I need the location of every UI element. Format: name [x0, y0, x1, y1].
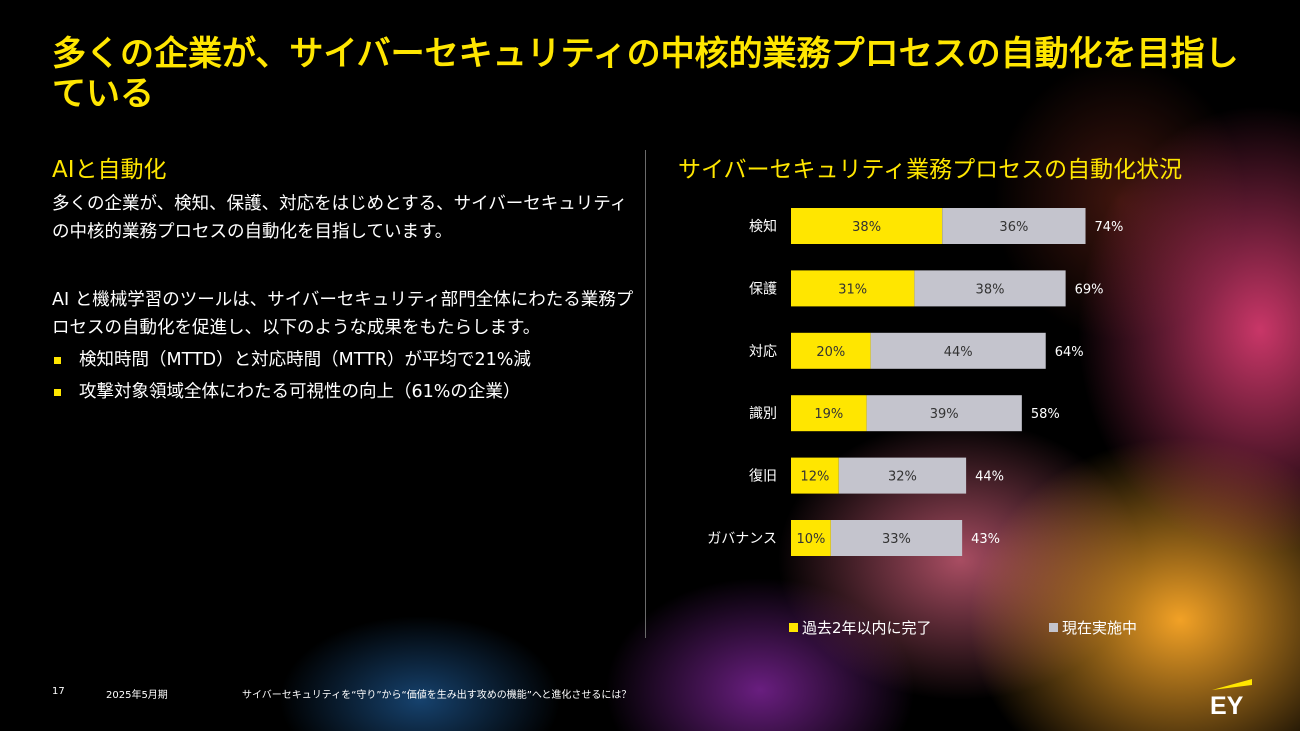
bar-segment: [914, 270, 1066, 307]
bullet-item: 検知時間（MTTD）と対応時間（MTTR）が平均で21%減: [52, 344, 652, 376]
bar-segment: [791, 270, 915, 307]
bullet-item: 攻撃対象領域全体にわたる可視性の向上（61%の企業）: [52, 376, 652, 408]
chart-title: サイバーセキュリティ業務プロセスの自動化状況: [678, 157, 1183, 183]
legend-label: 過去2年以内に完了: [802, 619, 932, 637]
data-label: 12%: [800, 470, 829, 485]
bullet-square-icon: [54, 389, 61, 396]
legend-swatch-icon: [1049, 623, 1058, 632]
total-label: 44%: [975, 470, 1004, 485]
data-label: 39%: [930, 407, 959, 422]
data-label: 31%: [838, 282, 867, 297]
category-label: 復旧: [749, 468, 777, 485]
data-label: 19%: [814, 407, 843, 422]
total-label: 74%: [1095, 220, 1124, 235]
bar-segment: [838, 457, 967, 494]
bullet-list: 検知時間（MTTD）と対応時間（MTTR）が平均で21%減 攻撃対象領域全体にわ…: [52, 344, 652, 408]
legend-label: 現在実施中: [1062, 619, 1138, 637]
total-label: 43%: [971, 532, 1000, 547]
legend-item-completed: 過去2年以内に完了: [789, 617, 932, 638]
data-label: 38%: [852, 220, 881, 235]
intro-paragraph: 多くの企業が、検知、保護、対応をはじめとする、サイバーセキュリティの中核的業務プ…: [52, 194, 628, 242]
category-label: 対応: [749, 344, 777, 360]
ey-logo-text: EY: [1210, 692, 1244, 716]
category-label: 識別: [749, 406, 777, 422]
bullet-square-icon: [54, 357, 61, 364]
bar-segment: [791, 332, 871, 369]
bar-segment: [791, 520, 831, 556]
total-label: 69%: [1075, 282, 1104, 297]
legend-item-in-progress: 現在実施中: [1049, 617, 1137, 638]
stacked-bar-chart: 検知 38% 36% 74% 保護 31% 38% 69% 対応 20% 44% 64% 識別 19% 39…: [707, 208, 1124, 556]
bullet-text: 攻撃対象領域全体にわたる可視性の向上（61%の企業）: [79, 382, 521, 402]
bar-segment: [830, 520, 963, 556]
footer-document-title: サイバーセキュリティを“守り”から“価値を生み出す攻めの機能”へと進化させるには…: [242, 690, 632, 701]
data-label: 10%: [796, 532, 825, 547]
footer-page-number: 17: [52, 686, 65, 697]
column-divider: [645, 150, 646, 638]
data-label: 44%: [944, 345, 973, 360]
bar-segment: [866, 395, 1022, 432]
data-label: 32%: [888, 470, 917, 485]
bar-segment: [791, 208, 943, 244]
ey-logo-beam: [1212, 679, 1252, 690]
category-label: 保護: [749, 281, 777, 297]
bar-segment: [942, 208, 1086, 244]
ai-paragraph: AI と機械学習のツールは、サイバーセキュリティ部門全体にわたる業務プロセスの自…: [52, 290, 634, 338]
data-label: 33%: [882, 532, 911, 547]
bar-segment: [791, 395, 867, 432]
category-label: ガバナンス: [707, 531, 777, 547]
legend-swatch-icon: [789, 623, 798, 632]
page-title: 多くの企業が、サイバーセキュリティの中核的業務プロセスの自動化を目指している: [52, 34, 1239, 114]
section-heading: AIと自動化: [52, 157, 167, 183]
bar-segment: [870, 332, 1046, 369]
bullet-text: 検知時間（MTTD）と対応時間（MTTR）が平均で21%減: [79, 350, 531, 370]
data-label: 20%: [816, 345, 845, 360]
total-label: 64%: [1055, 345, 1084, 360]
data-label: 36%: [999, 220, 1028, 235]
category-label: 検知: [749, 218, 777, 235]
footer-date: 2025年5月期: [106, 690, 168, 701]
data-label: 38%: [976, 282, 1005, 297]
bar-segment: [791, 457, 839, 494]
ey-logo: EY: [1210, 679, 1252, 716]
total-label: 58%: [1031, 407, 1060, 422]
